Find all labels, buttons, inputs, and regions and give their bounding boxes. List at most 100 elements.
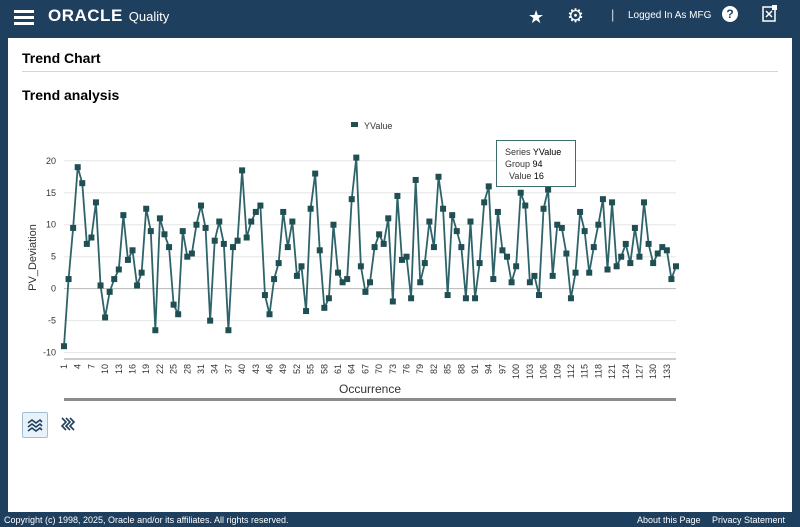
data-point xyxy=(184,253,191,260)
data-point xyxy=(526,279,533,286)
x-tick-label: 67 xyxy=(360,364,370,374)
x-tick-label: 22 xyxy=(155,364,165,374)
tooltip-series-value: YValue xyxy=(532,147,562,157)
x-tick-label: 118 xyxy=(593,364,603,378)
data-point xyxy=(303,308,310,315)
data-point xyxy=(353,154,360,161)
y-tick-label: 5 xyxy=(51,252,56,262)
data-point xyxy=(293,272,300,279)
data-point xyxy=(659,244,666,251)
data-point xyxy=(111,276,118,283)
data-point xyxy=(147,228,154,235)
data-point xyxy=(371,244,378,251)
main-content: Trend Chart Trend analysis -10 -5 0 5 10 15 20… xyxy=(8,38,792,512)
x-tick-label: 7 xyxy=(86,364,96,369)
line-chart-mode-button[interactable] xyxy=(22,412,48,438)
data-point xyxy=(243,234,250,241)
data-point xyxy=(367,279,373,286)
data-point xyxy=(61,343,67,350)
data-point xyxy=(216,218,223,225)
data-point xyxy=(453,228,460,235)
data-point xyxy=(586,269,593,276)
data-point xyxy=(124,256,131,263)
data-point xyxy=(83,240,90,247)
favorites-star-icon[interactable]: ★ xyxy=(528,7,545,27)
y-tick-label: 0 xyxy=(51,284,56,294)
footer: Copyright (c) 1998, 2025, Oracle and/or … xyxy=(0,512,800,527)
data-point xyxy=(476,260,483,267)
data-point xyxy=(668,276,675,283)
data-point xyxy=(426,218,433,225)
data-point xyxy=(563,250,570,257)
data-point xyxy=(280,208,287,215)
brand-product: Quality xyxy=(128,9,170,24)
x-tick-label: 82 xyxy=(429,364,439,374)
data-point xyxy=(440,205,447,212)
chart-tooltip: Series YValue Group 94 Value 16 xyxy=(496,140,576,187)
data-point xyxy=(499,247,506,254)
data-point xyxy=(641,199,648,206)
data-point xyxy=(394,192,401,199)
data-point xyxy=(408,295,415,302)
x-tick-label: 16 xyxy=(128,364,138,374)
y-tick-label: 10 xyxy=(46,220,56,230)
legend-marker xyxy=(351,122,358,127)
alternate-chart-mode-button[interactable] xyxy=(58,414,78,436)
wave-lines-icon xyxy=(60,417,76,431)
logged-in-user[interactable]: Logged In As MFG xyxy=(628,10,712,21)
data-point xyxy=(115,266,122,273)
data-point xyxy=(376,231,383,238)
y-axis-title: PV_Deviation xyxy=(27,224,39,291)
data-point xyxy=(673,263,679,270)
x-tick-label: 64 xyxy=(347,364,357,374)
data-point xyxy=(143,205,150,212)
data-point xyxy=(609,199,616,206)
help-icon[interactable]: ? xyxy=(722,6,738,22)
data-point xyxy=(234,237,241,244)
data-point xyxy=(179,228,186,235)
data-point xyxy=(403,253,410,260)
data-point xyxy=(398,256,405,263)
data-point xyxy=(567,295,574,302)
data-point xyxy=(211,237,218,244)
data-point xyxy=(252,208,259,215)
privacy-statement-link[interactable]: Privacy Statement xyxy=(712,515,786,525)
menu-icon[interactable] xyxy=(14,8,34,28)
page-title: Trend Chart xyxy=(22,50,101,66)
data-point xyxy=(627,260,634,267)
x-tick-label: 85 xyxy=(443,364,453,374)
x-tick-label: 52 xyxy=(292,364,302,374)
x-tick-label: 133 xyxy=(662,364,672,379)
x-tick-label: 46 xyxy=(265,364,275,374)
data-point xyxy=(239,167,246,174)
app-brand: ORACLE Quality xyxy=(48,6,169,26)
data-point xyxy=(412,176,419,183)
data-point xyxy=(289,218,296,225)
legend-label: YValue xyxy=(364,121,392,131)
data-point xyxy=(472,295,479,302)
sign-out-icon[interactable] xyxy=(762,5,778,23)
data-point xyxy=(531,272,538,279)
about-page-link[interactable]: About this Page xyxy=(637,515,701,525)
x-tick-label: 91 xyxy=(470,364,480,374)
data-point xyxy=(540,205,547,212)
data-point xyxy=(385,215,392,222)
data-point xyxy=(613,263,620,270)
data-point xyxy=(522,202,529,209)
x-tick-label: 124 xyxy=(621,364,631,379)
data-point xyxy=(357,263,364,270)
data-point xyxy=(156,215,163,222)
data-point xyxy=(622,240,629,247)
x-tick-label: 103 xyxy=(525,364,535,379)
data-point xyxy=(161,231,168,238)
data-point xyxy=(417,279,424,286)
data-point xyxy=(70,224,77,231)
data-point xyxy=(129,247,136,254)
data-point xyxy=(481,199,488,206)
gear-icon[interactable]: ⚙ xyxy=(567,6,585,27)
x-tick-label: 40 xyxy=(237,364,247,374)
data-point xyxy=(444,292,451,299)
data-point xyxy=(430,244,437,251)
data-point xyxy=(513,263,520,270)
data-point xyxy=(636,253,643,260)
